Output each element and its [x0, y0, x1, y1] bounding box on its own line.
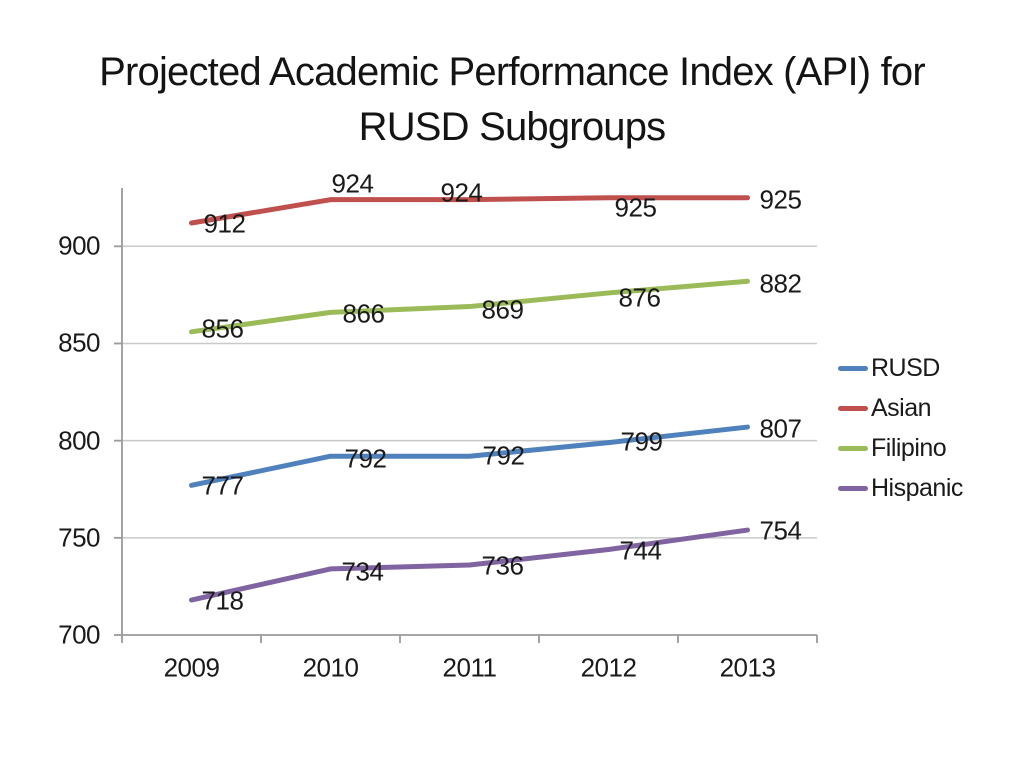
legend-label-hispanic: Hispanic — [871, 473, 963, 502]
data-label-asian-2013: 925 — [759, 184, 802, 215]
x-tick-label-2010: 2010 — [302, 652, 359, 683]
legend-marker-asian — [838, 405, 868, 411]
data-label-hispanic-2011: 736 — [481, 550, 524, 581]
legend-item-filipino: Filipino — [838, 428, 963, 468]
series-line-filipino — [189, 278, 750, 335]
data-label-filipino-2012: 876 — [618, 282, 661, 313]
data-label-hispanic-2009: 718 — [201, 585, 244, 616]
data-label-filipino-2009: 856 — [201, 313, 244, 344]
data-label-filipino-2010: 866 — [342, 298, 385, 329]
x-tick-label-2011: 2011 — [442, 652, 497, 683]
data-label-hispanic-2010: 734 — [341, 556, 384, 587]
legend-item-rusd: RUSD — [838, 348, 963, 388]
data-label-asian-2012: 925 — [614, 192, 657, 223]
legend-label-filipino: Filipino — [871, 433, 947, 462]
chart-title-line2: RUSD Subgroups — [358, 105, 667, 149]
data-label-asian-2009: 912 — [203, 208, 246, 239]
data-label-rusd-2011: 792 — [482, 440, 525, 471]
legend-label-asian: Asian — [871, 393, 932, 422]
data-label-asian-2011: 924 — [440, 177, 483, 208]
legend-label-rusd: RUSD — [871, 353, 940, 382]
x-tick-label-2013: 2013 — [719, 652, 776, 683]
y-tick-label-700: 700 — [58, 619, 100, 650]
legend-item-asian: Asian — [838, 388, 963, 428]
chart-title: Projected Academic Performance Index (AP… — [0, 45, 1024, 155]
data-label-rusd-2010: 792 — [344, 443, 387, 474]
series-line-rusd — [189, 424, 750, 488]
y-tick-label-900: 900 — [58, 230, 100, 261]
y-tick-label-750: 750 — [58, 522, 100, 553]
chart-legend: RUSD Asian Filipino Hispanic — [838, 348, 963, 508]
legend-marker-filipino — [838, 445, 868, 451]
data-label-filipino-2011: 869 — [481, 294, 524, 325]
x-tick-label-2009: 2009 — [163, 652, 220, 683]
series-line-asian — [189, 195, 750, 226]
legend-marker-hispanic — [838, 485, 868, 491]
data-label-hispanic-2013: 754 — [759, 515, 802, 546]
data-label-rusd-2009: 777 — [201, 470, 244, 501]
chart-title-line1: Projected Academic Performance Index (AP… — [99, 50, 926, 94]
y-tick-label-850: 850 — [58, 327, 100, 358]
x-tick-label-2012: 2012 — [580, 652, 637, 683]
y-tick-label-800: 800 — [58, 425, 100, 456]
data-label-rusd-2012: 799 — [620, 426, 663, 457]
data-label-filipino-2013: 882 — [759, 268, 802, 299]
legend-marker-rusd — [838, 365, 868, 371]
data-label-rusd-2013: 807 — [759, 413, 802, 444]
data-label-asian-2010: 924 — [331, 168, 374, 199]
data-label-hispanic-2012: 744 — [619, 535, 662, 566]
series-line-hispanic — [189, 527, 750, 603]
legend-item-hispanic: Hispanic — [838, 468, 963, 508]
